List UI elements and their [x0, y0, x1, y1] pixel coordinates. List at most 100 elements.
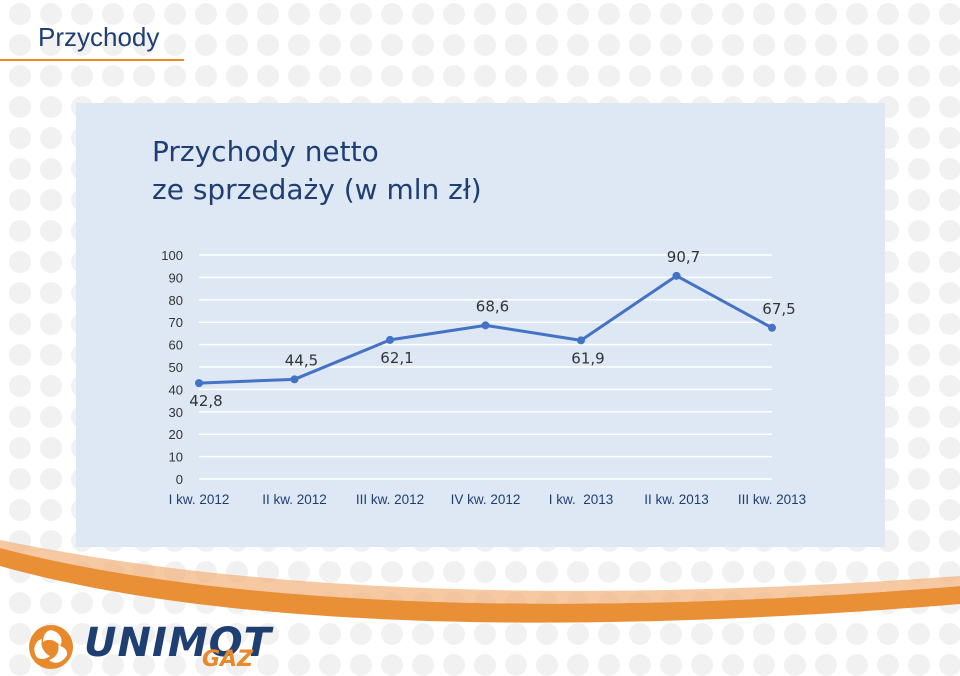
pattern-mark: [102, 34, 124, 56]
pattern-mark: [195, 34, 217, 56]
pattern-mark: [567, 65, 589, 87]
data-label: 42,8: [189, 392, 222, 410]
y-tick-label: 10: [169, 450, 183, 465]
pattern-mark: [939, 3, 960, 25]
data-point: [386, 335, 394, 344]
pattern-mark: [846, 561, 868, 583]
pattern-mark: [660, 3, 682, 25]
pattern-mark: [815, 65, 837, 87]
pattern-mark: [846, 34, 868, 56]
pattern-mark: [753, 561, 775, 583]
pattern-mark: [226, 654, 248, 676]
pattern-mark: [536, 654, 558, 676]
pattern-mark: [40, 282, 62, 304]
pattern-mark: [350, 65, 372, 87]
pattern-mark: [9, 96, 31, 118]
pattern-mark: [412, 654, 434, 676]
pattern-mark: [722, 623, 744, 645]
pattern-mark: [9, 189, 31, 211]
data-label: 67,5: [762, 300, 795, 318]
pattern-mark: [9, 3, 31, 25]
pattern-mark: [939, 127, 960, 149]
pattern-mark: [629, 3, 651, 25]
x-tick-label: IV kw. 2012: [451, 492, 521, 507]
data-label: 90,7: [667, 248, 700, 266]
pattern-mark: [474, 65, 496, 87]
pattern-mark: [319, 561, 341, 583]
pattern-mark: [164, 34, 186, 56]
pattern-mark: [288, 34, 310, 56]
pattern-mark: [722, 654, 744, 676]
pattern-mark: [908, 654, 930, 676]
pattern-mark: [9, 127, 31, 149]
pattern-mark: [288, 654, 310, 676]
pattern-mark: [877, 65, 899, 87]
pattern-mark: [381, 3, 403, 25]
pattern-mark: [443, 561, 465, 583]
pattern-mark: [257, 623, 279, 645]
pattern-mark: [598, 34, 620, 56]
pattern-mark: [102, 65, 124, 87]
pattern-mark: [939, 344, 960, 366]
pattern-mark: [505, 34, 527, 56]
pattern-mark: [939, 468, 960, 490]
pattern-mark: [40, 3, 62, 25]
pattern-mark: [908, 437, 930, 459]
logo-emblem-icon: [29, 625, 73, 669]
pattern-mark: [40, 127, 62, 149]
slide-title: Przychody: [38, 22, 160, 52]
pattern-mark: [412, 623, 434, 645]
pattern-mark: [226, 65, 248, 87]
pattern-mark: [939, 65, 960, 87]
y-tick-label: 30: [169, 405, 183, 420]
pattern-mark: [784, 623, 806, 645]
pattern-mark: [102, 3, 124, 25]
pattern-mark: [319, 65, 341, 87]
data-label: 61,9: [571, 349, 604, 367]
pattern-mark: [939, 251, 960, 273]
pattern-mark: [660, 654, 682, 676]
pattern-mark: [877, 654, 899, 676]
pattern-mark: [908, 251, 930, 273]
data-point: [481, 321, 490, 330]
pattern-mark: [784, 65, 806, 87]
pattern-mark: [629, 623, 651, 645]
data-label: 44,5: [285, 351, 318, 369]
pattern-mark: [40, 406, 62, 428]
y-tick-label: 70: [169, 315, 183, 330]
pattern-mark: [536, 65, 558, 87]
pattern-mark: [288, 3, 310, 25]
title-underline: [0, 59, 184, 61]
pattern-mark: [9, 499, 31, 521]
x-tick-label: I kw. 2012: [169, 492, 230, 507]
pattern-mark: [412, 561, 434, 583]
pattern-mark: [40, 158, 62, 180]
pattern-mark: [753, 65, 775, 87]
pattern-mark: [536, 623, 558, 645]
pattern-mark: [443, 34, 465, 56]
pattern-mark: [443, 623, 465, 645]
pattern-mark: [381, 623, 403, 645]
pattern-mark: [629, 654, 651, 676]
pattern-mark: [319, 623, 341, 645]
pattern-mark: [660, 65, 682, 87]
pattern-mark: [877, 34, 899, 56]
pattern-mark: [784, 3, 806, 25]
pattern-mark: [102, 623, 124, 645]
pattern-mark: [288, 561, 310, 583]
pattern-mark: [629, 34, 651, 56]
pattern-mark: [939, 406, 960, 428]
pattern-mark: [753, 623, 775, 645]
pattern-mark: [133, 654, 155, 676]
pattern-mark: [71, 34, 93, 56]
pattern-mark: [40, 65, 62, 87]
pattern-mark: [598, 623, 620, 645]
y-tick-label: 50: [169, 360, 183, 375]
pattern-mark: [536, 561, 558, 583]
pattern-mark: [71, 65, 93, 87]
pattern-mark: [412, 3, 434, 25]
pattern-mark: [908, 158, 930, 180]
y-tick-label: 40: [169, 382, 183, 397]
pattern-mark: [598, 65, 620, 87]
